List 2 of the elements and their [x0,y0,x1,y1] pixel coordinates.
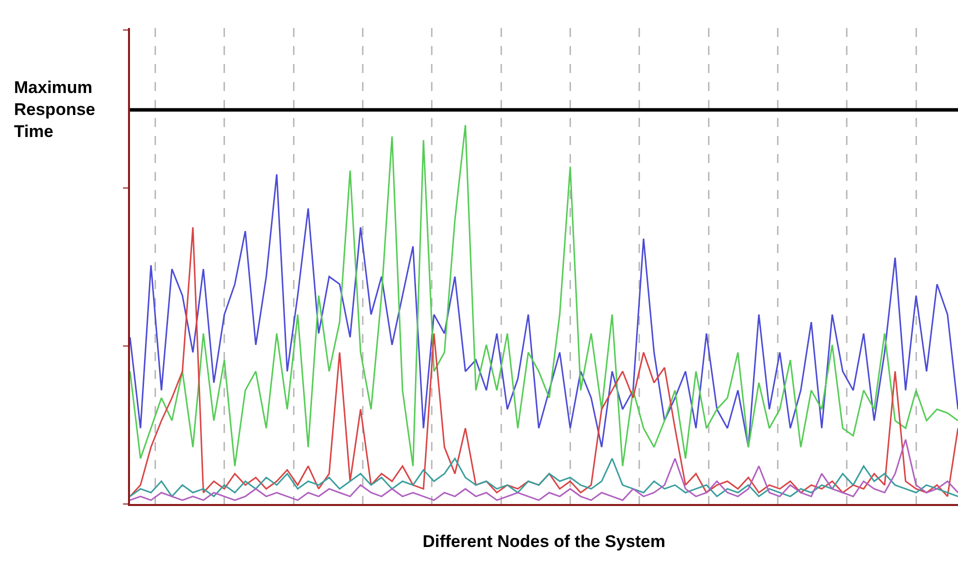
x-axis-title: Different Nodes of the System [422,532,666,551]
ref-line-label: Maximum Response Time [14,78,96,142]
